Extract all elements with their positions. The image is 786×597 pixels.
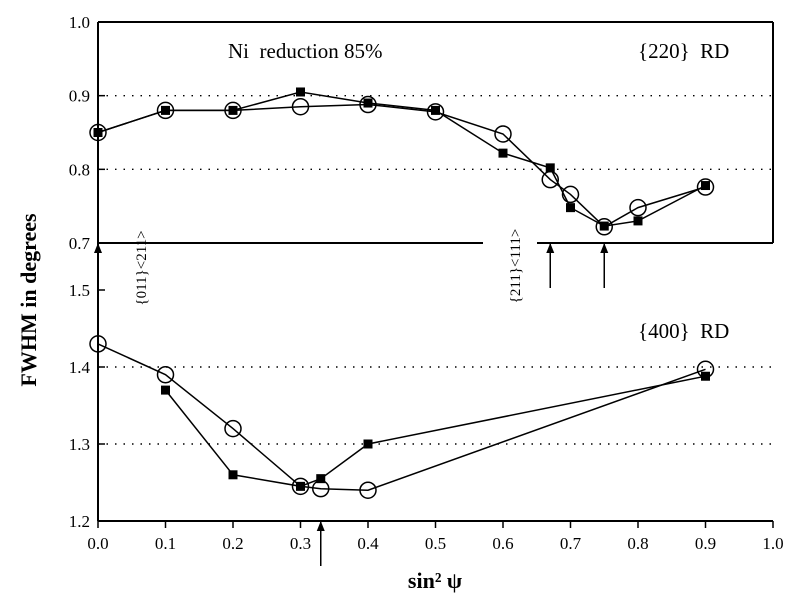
x-tick-label: 0.7 [560,534,582,553]
x-tick-label: 0.0 [87,534,108,553]
filled-square-point [599,221,609,231]
filled-square-point [363,98,373,108]
filled-square-point [701,371,710,381]
filled-square-point [633,216,643,226]
open-circle-point [696,178,715,196]
data-series [89,87,715,499]
filled-square-point [316,474,326,484]
open-circle-point [312,479,330,498]
open-circle-point [291,97,310,116]
x-tick-label: 0.8 [627,534,648,553]
open-circle-point [156,365,175,384]
filled-square-point [228,105,238,115]
open-circle-point [595,218,613,236]
y-axis-title: FWHM in degrees [16,213,41,387]
open-circle-point [89,335,107,353]
square-series-line [164,375,706,488]
open-circle-point [359,481,377,499]
filled-square-point [296,87,305,97]
top-panel-grid [98,94,773,171]
open-circle-point [359,95,377,114]
axis-ticks: 0.7 0.8 0.9 1.0 1.2 1.3 1.4 1.5 0.0 0.1 0.2 0.3 0.4 0… [69,13,784,553]
open-circle-point [224,101,242,120]
y-tick-label: 0.8 [69,160,90,179]
open-circle-point [541,170,559,189]
filled-square-point [701,181,710,191]
x-tick-label: 0.1 [155,534,176,553]
x-axis-title: sin² ψ [408,568,462,593]
arrow-markers [94,243,609,566]
circle-series-line [97,343,706,491]
bottom-panel-label: {400} RD [638,319,729,343]
filled-square-point [161,385,170,395]
chart-title: Ni reduction 85% [228,39,383,63]
y-tick-label: 1.5 [69,281,90,300]
y-tick-label: 1.3 [69,435,90,454]
open-circle-point [696,360,715,379]
filled-square-point [545,163,555,173]
y-tick-label: 1.0 [69,13,90,32]
filled-square-point [296,481,305,491]
arrow-head-icon [546,243,555,253]
filled-square-point [431,105,440,115]
y-tick-label: 0.7 [69,234,91,253]
x-tick-label: 1.0 [762,534,783,553]
filled-square-point [498,148,508,158]
open-circle-point [561,185,580,204]
filled-square-point [93,128,103,137]
open-circle-point [629,198,647,217]
x-tick-label: 0.3 [290,534,311,553]
filled-square-point [161,105,170,115]
open-circle-point [426,103,445,121]
filled-square-point [566,203,575,213]
square-series-line [97,91,706,227]
filled-square-point [228,470,238,480]
open-circle-point [156,101,175,120]
bottom-panel-grid [98,366,773,445]
arrow-head-icon [94,243,102,253]
top-panel-label: {220} RD [638,39,729,63]
annotation-211-111: {211}<111> [508,229,524,304]
x-tick-label: 0.2 [222,534,243,553]
open-circle-point [291,477,310,496]
open-circle-point [89,123,107,142]
circle-series-line [97,103,706,228]
open-circle-point [494,125,512,143]
annotation-011-211: {011}<211> [134,230,150,305]
x-tick-label: 0.9 [695,534,716,553]
y-tick-label: 0.9 [69,87,90,106]
y-tick-label: 1.2 [69,512,90,531]
x-tick-label: 0.5 [425,534,446,553]
filled-square-point [363,439,373,449]
open-circle-point [224,419,242,438]
arrow-head-icon [600,243,609,253]
arrow-head-icon [316,521,325,531]
x-tick-label: 0.6 [492,534,513,553]
x-tick-label: 0.4 [357,534,379,553]
y-tick-label: 1.4 [69,358,91,377]
